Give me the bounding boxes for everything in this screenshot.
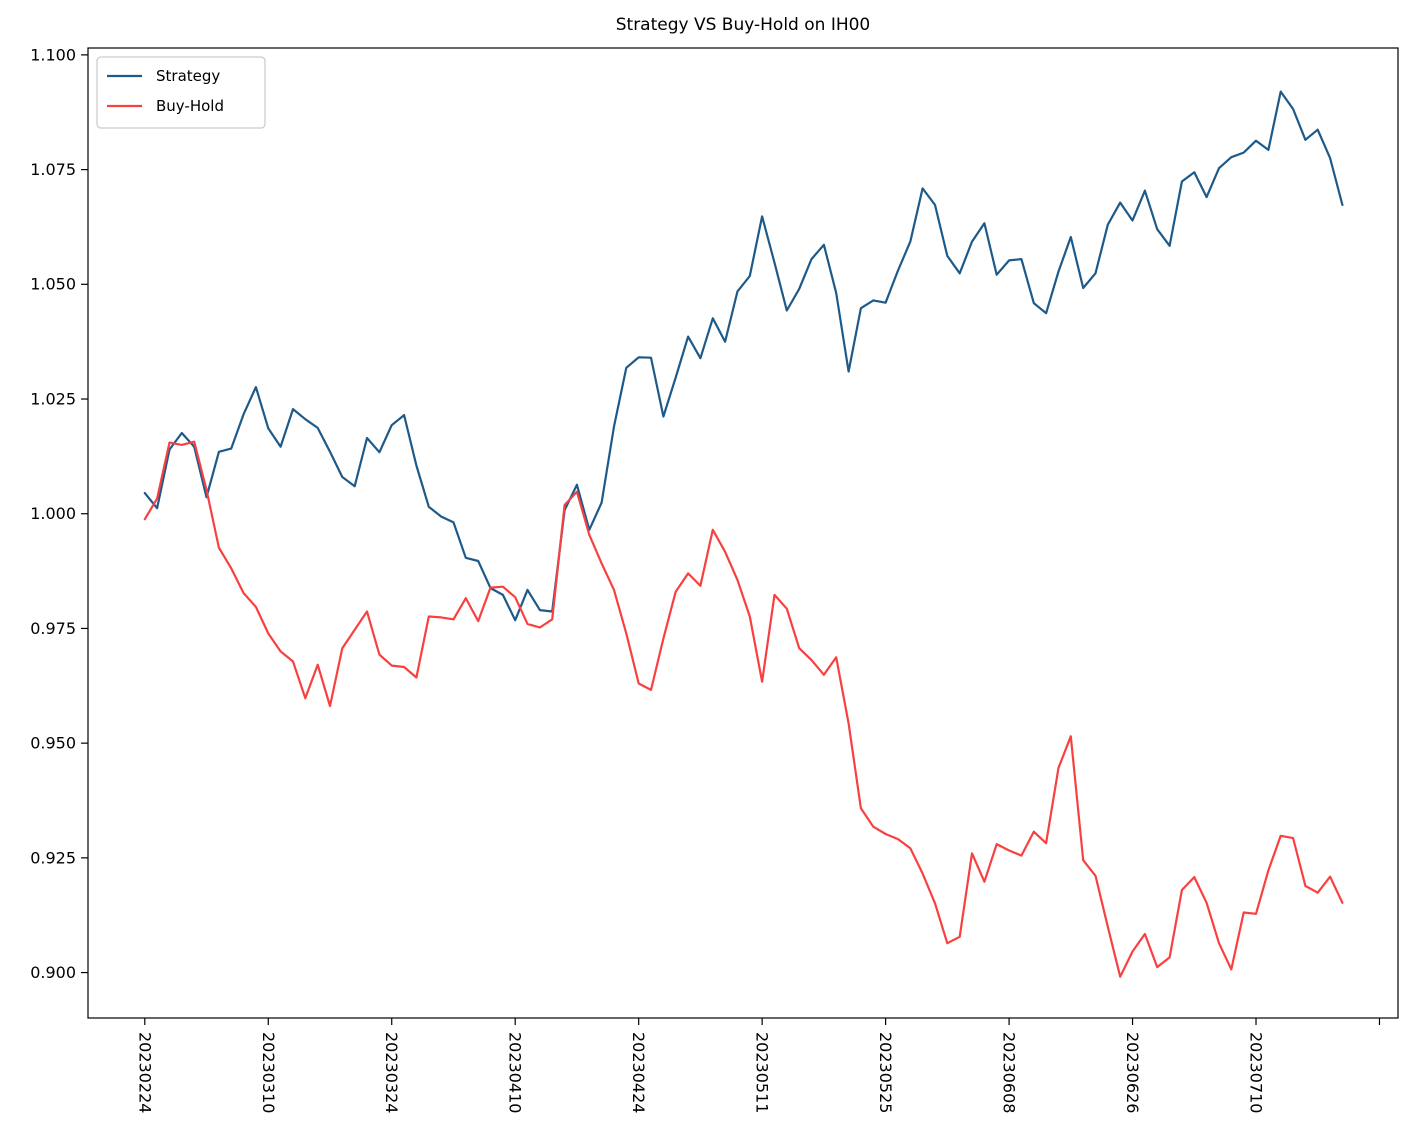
legend: Strategy Buy-Hold bbox=[96, 56, 266, 129]
x-tick-label: 20230626 bbox=[1123, 1032, 1142, 1113]
x-tick-label: 20230224 bbox=[135, 1032, 154, 1113]
x-tick-label: 20230710 bbox=[1247, 1032, 1266, 1113]
x-tick-label: 20230310 bbox=[259, 1032, 278, 1113]
y-tick-label: 0.975 bbox=[30, 619, 76, 638]
y-tick-label: 1.100 bbox=[30, 45, 76, 64]
x-tick-label: 20230424 bbox=[629, 1032, 648, 1113]
strategy-line bbox=[143, 90, 1344, 622]
y-tick-label: 1.050 bbox=[30, 275, 76, 294]
x-tick-label: 20230324 bbox=[382, 1032, 401, 1113]
axes-spines bbox=[87, 47, 1399, 1019]
x-tick-label: 20230511 bbox=[753, 1032, 772, 1113]
plot-area bbox=[88, 48, 1398, 1018]
legend-box bbox=[96, 56, 266, 129]
y-tick-label: 1.000 bbox=[30, 504, 76, 523]
y-axis-ticks: 0.900 0.925 0.950 0.975 1.000 1.025 1.050 1.075… bbox=[30, 45, 88, 982]
x-axis-ticks: 20230224 20230310 20230324 20230410 20230424… bbox=[135, 1018, 1381, 1113]
x-tick-label: 20230608 bbox=[1000, 1032, 1019, 1113]
legend-buyhold-label: Buy-Hold bbox=[156, 97, 224, 115]
x-tick-label: 20230410 bbox=[506, 1032, 525, 1113]
y-tick-label: 0.925 bbox=[30, 848, 76, 867]
y-tick-label: 0.900 bbox=[30, 963, 76, 982]
chart-title: Strategy VS Buy-Hold on IH00 bbox=[616, 15, 871, 35]
legend-strategy-label: Strategy bbox=[156, 67, 220, 85]
series-lines bbox=[143, 90, 1344, 978]
y-tick-label: 1.075 bbox=[30, 160, 76, 179]
y-tick-label: 0.950 bbox=[30, 734, 76, 753]
x-tick-label: 20230525 bbox=[876, 1032, 895, 1113]
buy-hold-line bbox=[143, 440, 1344, 978]
y-tick-label: 1.025 bbox=[30, 389, 76, 408]
